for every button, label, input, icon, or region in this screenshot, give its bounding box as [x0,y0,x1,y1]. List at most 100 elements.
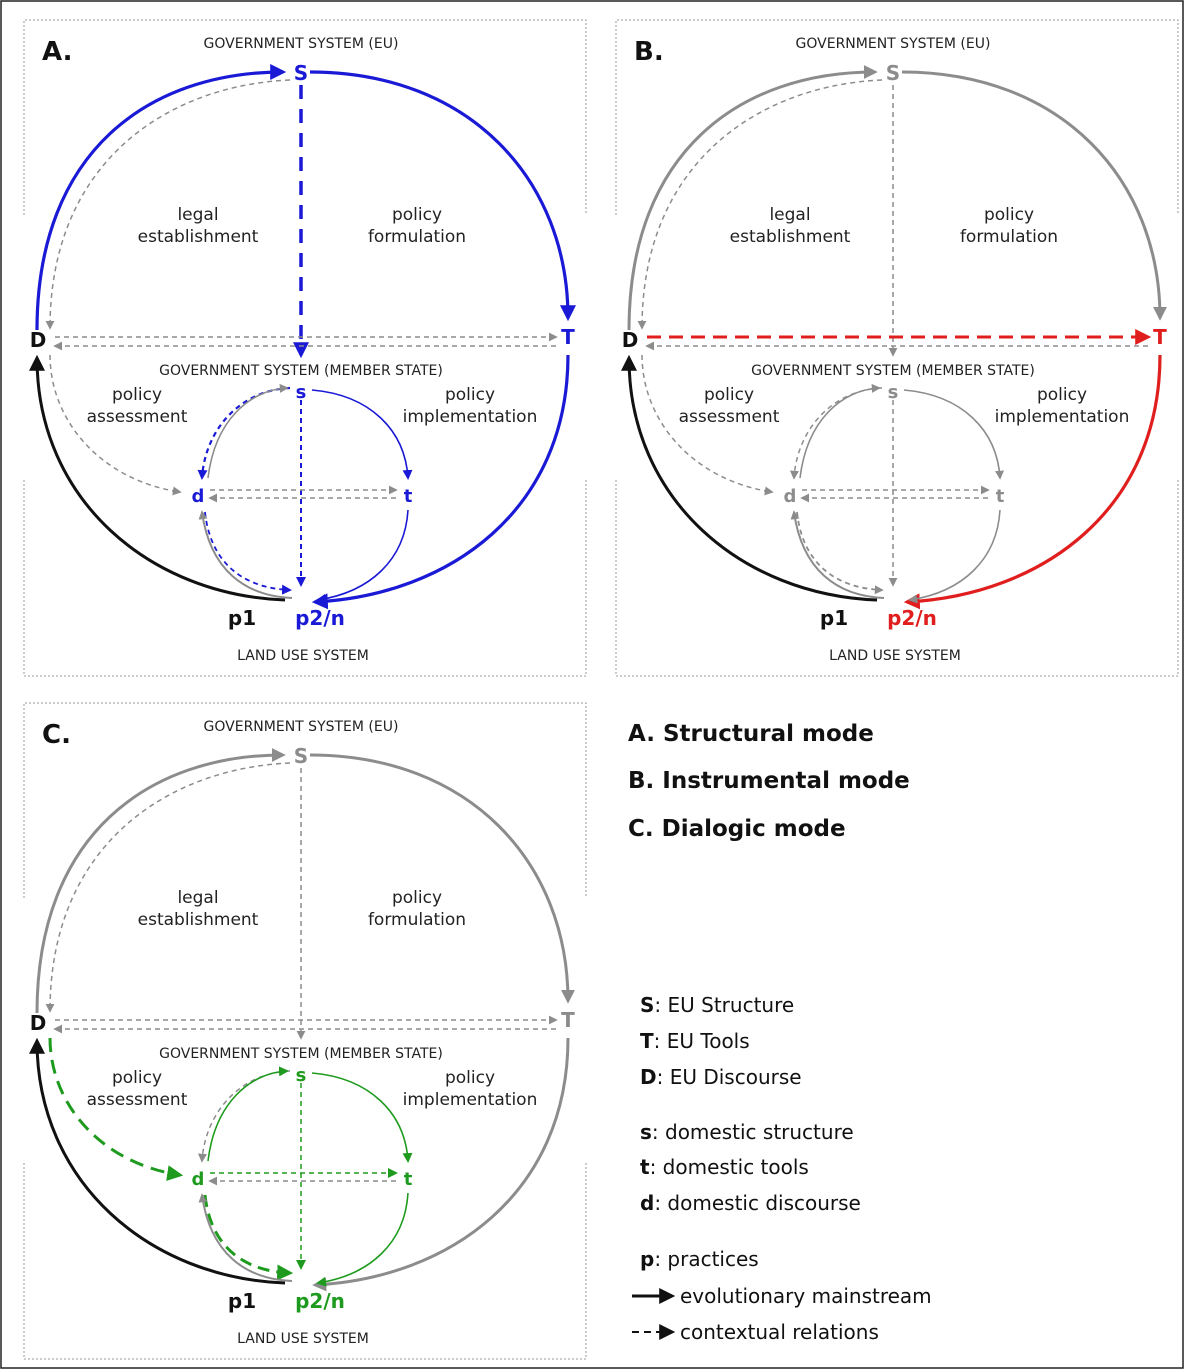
land-use-system-label: LAND USE SYSTEM [829,648,961,664]
land-system-frame [23,1163,587,1360]
legend-key-p: p [640,1247,654,1271]
arrow-S-to-T [309,753,575,1004]
arrow-D-to-S [35,64,287,331]
legend-item-p: p: practices [640,1247,759,1271]
legend-key-d: d [640,1191,654,1215]
dashed-d-to-p2n [203,1194,294,1281]
eu-system-frame [23,702,587,898]
legend-text-d: : domestic discourse [654,1191,861,1215]
member-state-system-label: GOVERNMENT SYSTEM (MEMBER STATE) [159,363,443,379]
policy-formulation-label-1: policy [392,205,442,225]
node-t: t [996,486,1005,507]
policy-implementation-label-1: policy [1037,385,1087,405]
arrow-s-to-t [903,389,1005,480]
legend-solid-label: evolutionary mainstream [680,1284,932,1308]
panel-label: B. [634,37,664,67]
arrow-T-to-p2n [312,1037,570,1292]
arrow-p1-to-D [29,354,286,602]
legal-establishment-label-1: legal [177,888,218,908]
legend-item-s: s: domestic structure [640,1120,854,1144]
policy-formulation-label-2: formulation [960,227,1058,247]
legend-key-t: t [640,1155,650,1179]
dashed-s-to-d [197,386,291,480]
node-p2n: p2/n [887,606,937,630]
dashed-S-to-D [45,79,291,330]
eu-system-label: GOVERNMENT SYSTEM (EU) [204,719,399,735]
dashed-D-to-d [48,1037,184,1182]
arrow-T-to-p2n [903,354,1162,610]
node-d: d [192,1169,205,1190]
legend-text-t: : domestic tools [650,1155,809,1179]
arrow-S-to-T [901,70,1167,321]
node-S: S [886,61,900,85]
legend-key-s: s [640,1120,652,1144]
arrow-d-to-s [207,1066,289,1162]
policy-formulation-label-2: formulation [368,227,466,247]
policy-implementation-label-1: policy [445,1068,495,1088]
legend-key-D: D [640,1065,657,1089]
node-t: t [404,486,413,507]
policy-formulation-label-1: policy [392,888,442,908]
node-S: S [294,744,308,768]
legend-key-T: T [640,1029,654,1053]
member-state-system-label: GOVERNMENT SYSTEM (MEMBER STATE) [751,363,1035,379]
eu-system-label: GOVERNMENT SYSTEM (EU) [796,36,991,52]
eu-system-frame [615,19,1179,215]
node-D: D [622,328,639,352]
panel-b: B. GOVERNMENT SYSTEM (EU) GOVERNMENT SYSTE… [615,19,1179,677]
node-D: D [30,1011,47,1035]
arrow-s-to-t [311,389,413,480]
dashed-S-to-D [637,79,883,330]
node-s: s [296,382,307,403]
panel-label: C. [42,720,71,750]
arrow-p1-to-d [790,510,885,599]
arrow-D-to-S [627,65,878,331]
policy-implementation-label-2: implementation [995,407,1130,427]
legend-key-S: S [640,993,654,1017]
legal-establishment-label-1: legal [177,205,218,225]
dashed-S-to-D [45,762,291,1013]
legend-text-T: : EU Tools [654,1029,750,1053]
panel-a: A. GOVERNMENT SYSTEM (EU) GOVERNMENT SYSTE… [23,19,587,677]
arrow-p1-to-d [198,1193,293,1282]
legend-item-t: t: domestic tools [640,1155,809,1179]
arrow-d-to-s [799,383,881,479]
node-s: s [888,382,899,403]
policy-assessment-label-2: assessment [87,1090,188,1110]
legend-item-S: S: EU Structure [640,993,794,1017]
policy-assessment-label-1: policy [704,385,754,405]
arrow-S-to-T [309,70,576,322]
node-p1: p1 [820,606,848,630]
legal-establishment-label-1: legal [769,205,810,225]
arrow-t-to-p2n [316,509,409,604]
policy-assessment-label-2: assessment [87,407,188,427]
land-use-system-label: LAND USE SYSTEM [237,1331,369,1347]
mode-structural: A. Structural mode [628,721,874,747]
mode-instrumental: B. Instrumental mode [628,768,910,794]
legal-establishment-label-2: establishment [138,910,259,930]
legend-item-D: D: EU Discourse [640,1065,802,1089]
legend-text-p: : practices [654,1247,758,1271]
node-s: s [296,1065,307,1086]
policy-assessment-label-1: policy [112,385,162,405]
node-t: t [404,1169,413,1190]
dashed-d-to-p2n [796,511,884,595]
arrow-d-to-s [207,383,289,479]
policy-implementation-label-1: policy [445,385,495,405]
node-p2n: p2/n [295,1289,345,1313]
legend-text-S: : EU Structure [654,993,794,1017]
dashed-d-to-p2n [204,511,292,595]
dashed-s-to-d [789,387,883,480]
arrow-t-to-p2n [316,1192,409,1287]
member-state-system-label: GOVERNMENT SYSTEM (MEMBER STATE) [159,1046,443,1062]
node-d: d [192,486,205,507]
node-T: T [561,1008,575,1032]
arrow-s-to-t [311,1072,413,1163]
land-system-frame [615,480,1179,677]
node-p1: p1 [228,606,256,630]
arrow-T-to-p2n [311,354,570,610]
legal-establishment-label-2: establishment [138,227,259,247]
policy-assessment-label-2: assessment [679,407,780,427]
legend-dashed-label: contextual relations [680,1320,879,1344]
